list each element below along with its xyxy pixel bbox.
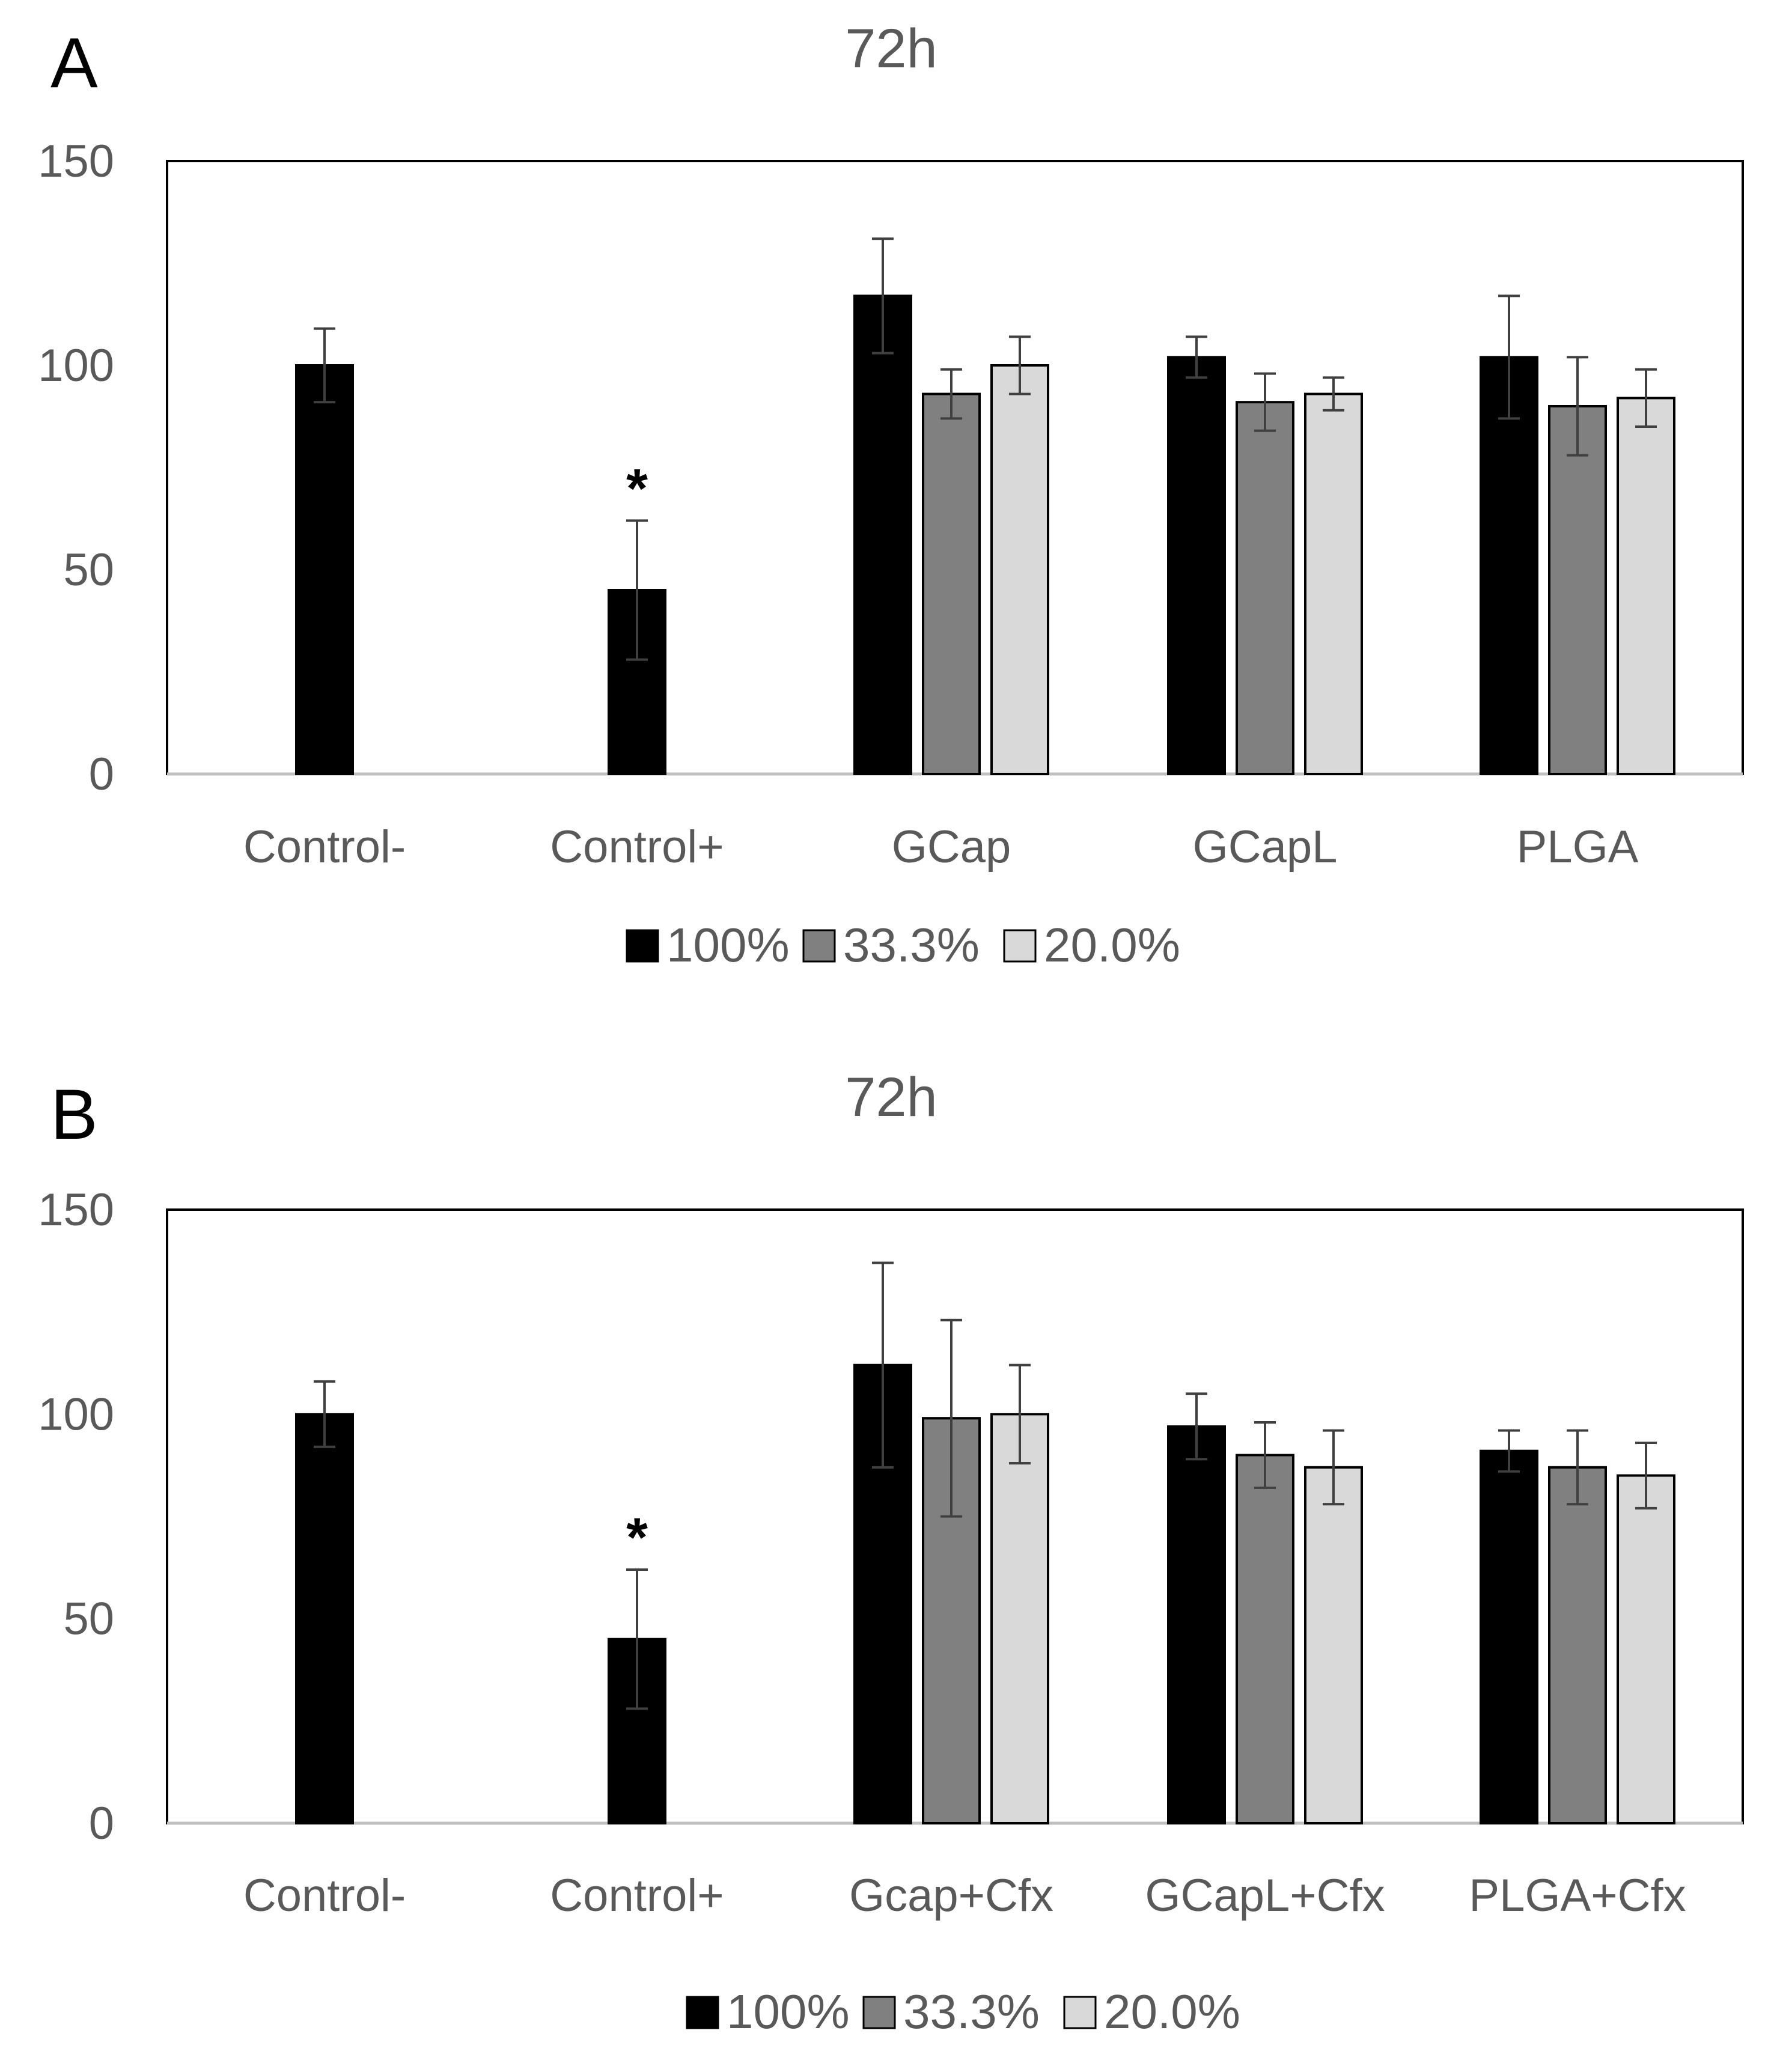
legend-label: 100% bbox=[727, 1985, 850, 2038]
legend-label: 33.3% bbox=[903, 1985, 1040, 2038]
error-bar bbox=[1635, 1441, 1657, 1510]
error-bar bbox=[1009, 1364, 1031, 1465]
chart-title: 72h bbox=[845, 18, 937, 79]
y-tick-label: 50 bbox=[63, 1594, 114, 1645]
chart-panel-b: B 72h 0 50 100 150 Control- Control+ Gcap+Cfx GCa… bbox=[38, 1067, 1744, 2038]
error-bar bbox=[940, 1318, 962, 1518]
bar-gcap-cfx-2 bbox=[990, 1413, 1049, 1824]
y-tick-label: 150 bbox=[38, 1184, 114, 1236]
x-tick-label: Control+ bbox=[550, 821, 724, 873]
legend-label: 100% bbox=[666, 918, 790, 972]
panel-label: A bbox=[50, 23, 98, 103]
bar-gcapl-0 bbox=[1167, 356, 1226, 775]
error-bar bbox=[626, 519, 648, 661]
x-tick-label: Control+ bbox=[550, 1870, 724, 1921]
bar-gcapl-cfx-0 bbox=[1167, 1425, 1226, 1825]
bar-gcap-1 bbox=[922, 392, 981, 775]
bar-control--0 bbox=[295, 364, 354, 775]
x-tick-label: GCapL+Cfx bbox=[1145, 1870, 1385, 1921]
error-bar bbox=[872, 237, 894, 355]
chart-title: 72h bbox=[845, 1067, 937, 1128]
bar-gcapl-cfx-1 bbox=[1236, 1454, 1294, 1824]
y-tick-label: 50 bbox=[63, 544, 114, 596]
legend: 100% 33.3% 20.0% bbox=[626, 918, 1180, 972]
error-bar bbox=[1567, 1429, 1588, 1506]
error-bar bbox=[872, 1261, 894, 1469]
bar-gcapl-2 bbox=[1304, 392, 1363, 775]
y-tick-label: 100 bbox=[38, 340, 114, 391]
x-tick-label: Control- bbox=[243, 1870, 406, 1921]
legend: 100% 33.3% 20.0% bbox=[686, 1985, 1240, 2038]
legend-label: 33.3% bbox=[843, 918, 980, 972]
bar-gcapl-1 bbox=[1236, 401, 1294, 775]
bar-plga-0 bbox=[1480, 356, 1538, 775]
error-bar bbox=[1635, 368, 1657, 428]
legend-label: 20.0% bbox=[1104, 1985, 1240, 2038]
error-bar bbox=[314, 327, 335, 404]
y-tick-label: 0 bbox=[89, 1798, 114, 1849]
legend-swatch-2 bbox=[1063, 1996, 1097, 2029]
significance-marker: * bbox=[626, 458, 648, 519]
error-bar bbox=[1323, 376, 1344, 412]
panel-label: B bbox=[50, 1075, 98, 1154]
y-tick-label: 0 bbox=[89, 749, 114, 800]
error-bar bbox=[1254, 1421, 1276, 1489]
significance-marker: * bbox=[626, 1507, 648, 1568]
x-tick-label: GCap bbox=[892, 821, 1011, 873]
legend-swatch-0 bbox=[626, 929, 659, 963]
legend-swatch-1 bbox=[862, 1996, 896, 2029]
error-bar bbox=[1323, 1429, 1344, 1506]
error-bar bbox=[1009, 335, 1031, 395]
legend-swatch-1 bbox=[802, 929, 836, 963]
legend-swatch-2 bbox=[1003, 929, 1037, 963]
figure-panels: A 72h 0 50 100 150 Control- Control+ GCap GCapL PL… bbox=[38, 18, 1744, 2038]
error-bar bbox=[1567, 356, 1588, 457]
error-bar bbox=[626, 1568, 648, 1710]
legend-swatch-0 bbox=[686, 1996, 719, 2029]
x-tick-label: GCapL bbox=[1193, 821, 1338, 873]
bar-plga-1 bbox=[1548, 405, 1607, 775]
x-tick-label: PLGA+Cfx bbox=[1469, 1870, 1686, 1921]
error-bar bbox=[1498, 294, 1520, 420]
bar-plga-2 bbox=[1617, 397, 1675, 775]
bar-plga-cfx-0 bbox=[1480, 1449, 1538, 1824]
error-bar bbox=[1254, 372, 1276, 432]
bar-plga-cfx-1 bbox=[1548, 1466, 1607, 1825]
bar-gcap-0 bbox=[853, 294, 912, 775]
error-bar bbox=[1498, 1429, 1520, 1473]
bar-gcap-2 bbox=[990, 364, 1049, 775]
error-bar bbox=[1186, 1392, 1207, 1461]
x-tick-label: Gcap+Cfx bbox=[849, 1870, 1053, 1921]
bar-control--0 bbox=[295, 1413, 354, 1824]
error-bar bbox=[940, 368, 962, 420]
legend-label: 20.0% bbox=[1044, 918, 1180, 972]
y-tick-label: 100 bbox=[38, 1389, 114, 1440]
chart-panel-a: A 72h 0 50 100 150 Control- Control+ GCap GCapL PL… bbox=[38, 18, 1744, 972]
error-bar bbox=[1186, 335, 1207, 379]
y-tick-label: 150 bbox=[38, 136, 114, 187]
bar-plga-cfx-2 bbox=[1617, 1474, 1675, 1824]
x-tick-label: PLGA bbox=[1517, 821, 1639, 873]
x-tick-label: Control- bbox=[243, 821, 406, 873]
bar-gcapl-cfx-2 bbox=[1304, 1466, 1363, 1825]
error-bar bbox=[314, 1380, 335, 1448]
